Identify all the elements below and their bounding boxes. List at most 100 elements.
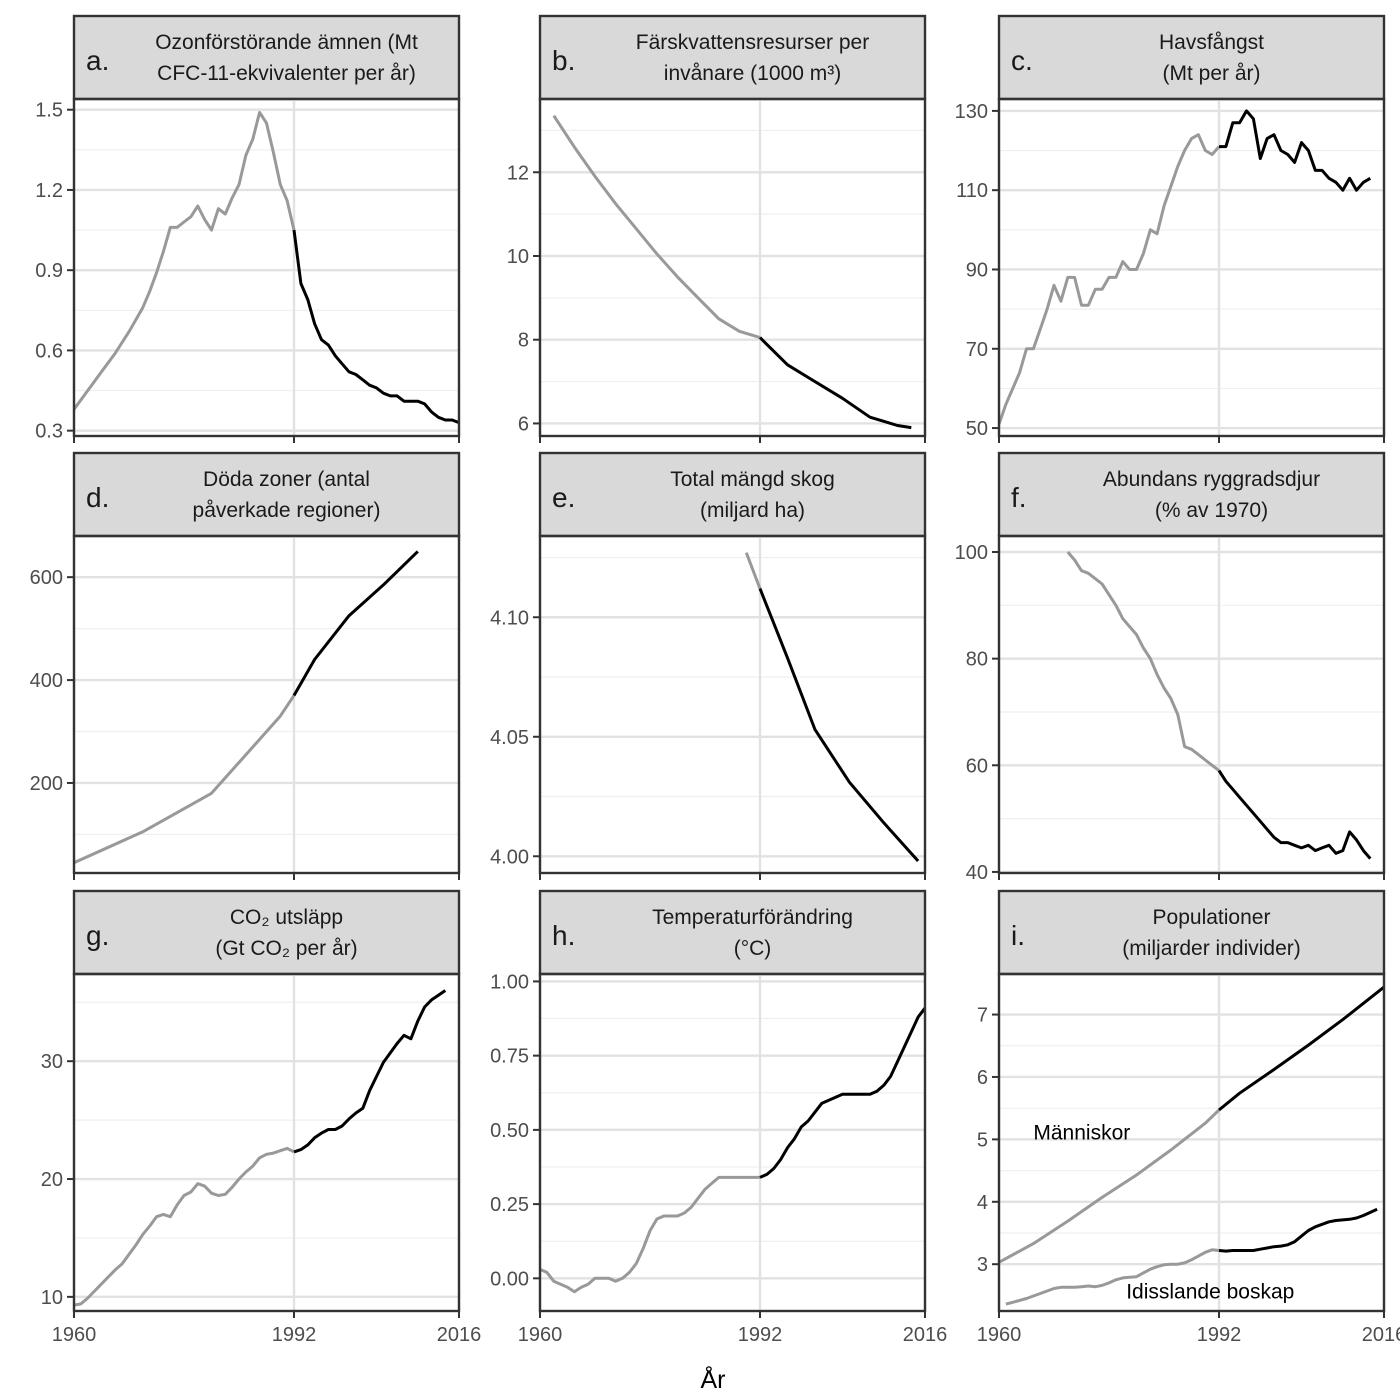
panel-title-strip	[72, 14, 461, 101]
panel-title-line: Temperaturförändring	[652, 906, 853, 929]
series-line-after	[292, 550, 419, 697]
panel-title-strip	[997, 451, 1386, 538]
series-line-after	[758, 336, 912, 430]
y-tick-label: 50	[966, 418, 988, 440]
y-tick-label: 400	[30, 670, 63, 692]
panel-title-line: invånare (1000 m³)	[664, 62, 841, 85]
panel-title-strip	[538, 14, 927, 101]
y-tick-label: 4	[977, 1192, 988, 1214]
panel-title-line: Populationer	[1153, 906, 1271, 929]
y-tick-label: 0.3	[35, 421, 63, 443]
panel-border	[538, 97, 927, 438]
panel-title-strip	[538, 451, 927, 538]
y-tick-label: 6	[977, 1067, 988, 1089]
series-lines	[74, 989, 447, 1307]
panel-title-strip	[72, 889, 461, 976]
series-line-before	[540, 1175, 760, 1294]
panel-title-line: Total mängd skog	[670, 468, 835, 491]
y-tick-label: 0.50	[490, 1120, 529, 1142]
panel-letter: d.	[86, 482, 109, 513]
panel-title-line: (Gt CO₂ per år)	[215, 937, 357, 960]
series-lines	[74, 110, 459, 425]
panel-letter: e.	[552, 482, 575, 513]
y-tick-label: 10	[507, 246, 529, 268]
annotation-label: Idisslande boskap	[1126, 1281, 1294, 1304]
y-tick-label: 3	[977, 1254, 988, 1276]
series-line-before	[1066, 551, 1220, 772]
y-tick-label: 4.05	[490, 727, 529, 749]
series-line-after	[292, 229, 459, 425]
series-lines	[540, 1007, 925, 1294]
panel-title-line: Havsfångst	[1159, 31, 1264, 54]
panel-e: e. Total mängd skog (miljard ha) 4.00 4.05 4.…	[490, 451, 927, 880]
y-tick-label: 130	[955, 101, 988, 123]
panel-letter: a.	[86, 45, 109, 76]
x-tick-label: 1992	[272, 1324, 317, 1346]
y-tick-label: 60	[966, 755, 988, 777]
series-lines	[74, 550, 419, 865]
panel-border	[538, 972, 927, 1313]
panel-letter: f.	[1011, 482, 1027, 513]
x-tick-label: 1992	[1197, 1324, 1242, 1346]
y-tick-label: 6	[518, 413, 529, 435]
panel-i: i. Populationer (miljarder individer) Männi…	[977, 889, 1400, 1346]
y-tick-label: 0.9	[35, 260, 63, 282]
series-line-before	[74, 110, 296, 411]
y-tick-label: 0.25	[490, 1194, 529, 1216]
panel-b: b. Färskvattensresurser per invånare (1000…	[507, 14, 927, 443]
x-tick-label: 1960	[52, 1324, 97, 1346]
panel-letter: c.	[1011, 45, 1033, 76]
y-tick-label: 0.6	[35, 340, 63, 362]
panel-letter: h.	[552, 920, 575, 951]
x-tick-label: 1960	[518, 1324, 563, 1346]
panels: a. Ozonförstörande ämnen (Mt CFC-11-ekviva…	[30, 14, 1400, 1346]
series-line-before	[999, 1108, 1221, 1264]
series-lines	[744, 552, 920, 863]
series-line-after	[758, 588, 920, 863]
y-tick-label: 0.00	[490, 1268, 529, 1290]
panel-title-line: påverkade regioner)	[193, 499, 381, 522]
y-tick-label: 4.10	[490, 607, 529, 629]
y-tick-label: 100	[955, 542, 988, 564]
panel-title-strip	[538, 889, 927, 976]
panel-border	[72, 534, 461, 875]
panel-f: f. Abundans ryggradsdjur (% av 1970) 40 60 80…	[955, 451, 1386, 884]
y-tick-label: 70	[966, 339, 988, 361]
series-lines	[999, 985, 1384, 1306]
y-tick-label: 20	[41, 1169, 63, 1191]
panel-title-line: CO₂ utsläpp	[230, 906, 343, 929]
series-line-before	[999, 133, 1221, 425]
series-line-after	[1217, 769, 1372, 860]
series-line-after	[759, 1007, 925, 1179]
y-tick-label: 4.00	[490, 846, 529, 868]
series-lines	[999, 109, 1372, 425]
panel-title-strip	[997, 889, 1386, 976]
series-line-after	[1218, 985, 1384, 1112]
series-line-after	[293, 989, 447, 1154]
y-tick-label: 110	[956, 180, 988, 202]
annotation-label: Människor	[1033, 1121, 1130, 1144]
series-lines	[552, 114, 912, 430]
y-tick-label: 0.75	[490, 1046, 529, 1068]
panel-title-line: Färskvattensresurser per	[636, 31, 869, 54]
panel-h: h. Temperaturförändring (°C) 0.00 0.25 0.50 0.…	[490, 889, 947, 1346]
y-tick-label: 200	[30, 773, 63, 795]
y-tick-label: 1.2	[35, 180, 63, 202]
panel-title-line: Abundans ryggradsdjur	[1103, 468, 1320, 491]
y-tick-label: 600	[30, 567, 63, 589]
y-tick-label: 80	[966, 649, 988, 671]
panel-title-line: (°C)	[734, 937, 772, 960]
panel-title-strip	[72, 451, 461, 538]
panel-border	[72, 972, 461, 1313]
x-tick-label: 1992	[738, 1324, 783, 1346]
series-line-after	[1218, 1207, 1378, 1253]
panel-border	[997, 534, 1386, 875]
x-tick-label: 1960	[977, 1324, 1022, 1346]
panel-border	[997, 97, 1386, 438]
panel-title-line: (miljard ha)	[700, 499, 805, 522]
x-tick-label: 2016	[437, 1324, 482, 1346]
series-line-before	[74, 1146, 295, 1307]
panel-title-line: (Mt per år)	[1162, 62, 1260, 85]
panel-letter: g.	[86, 920, 109, 951]
